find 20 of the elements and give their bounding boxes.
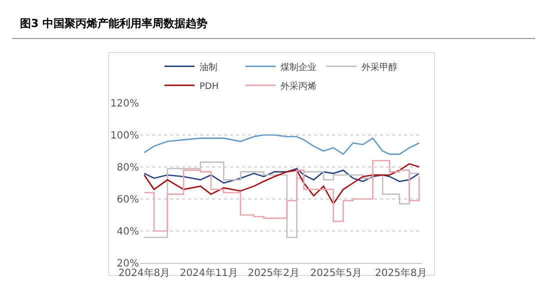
x-tick-label: 2025年2月 bbox=[248, 267, 300, 279]
legend-label: 油制 bbox=[200, 62, 218, 73]
y-tick-label: 100% bbox=[110, 130, 139, 142]
line-series bbox=[144, 134, 420, 155]
y-tick-label: 40% bbox=[116, 226, 139, 238]
y-tick-label: 20% bbox=[116, 258, 139, 270]
y-tick-label: 80% bbox=[116, 162, 139, 174]
x-tick-label: 2025年5月 bbox=[310, 267, 362, 279]
legend-label: 外采丙烯 bbox=[280, 80, 316, 92]
line-series bbox=[144, 163, 420, 204]
chart-title: 图3 中国聚丙烯产能利用率周数据趋势 bbox=[20, 16, 208, 31]
line-series bbox=[144, 168, 420, 184]
x-tick-label: 2024年11月 bbox=[180, 267, 238, 279]
legend-label: 外采甲醇 bbox=[362, 62, 398, 73]
legend-label: 煤制企业 bbox=[280, 62, 316, 73]
y-tick-label: 120% bbox=[110, 98, 139, 110]
legend-label: PDH bbox=[200, 82, 219, 92]
x-tick-label: 2025年8月 bbox=[374, 267, 427, 279]
x-tick-label: 2024年8月 bbox=[118, 267, 170, 279]
y-tick-label: 60% bbox=[116, 194, 139, 206]
